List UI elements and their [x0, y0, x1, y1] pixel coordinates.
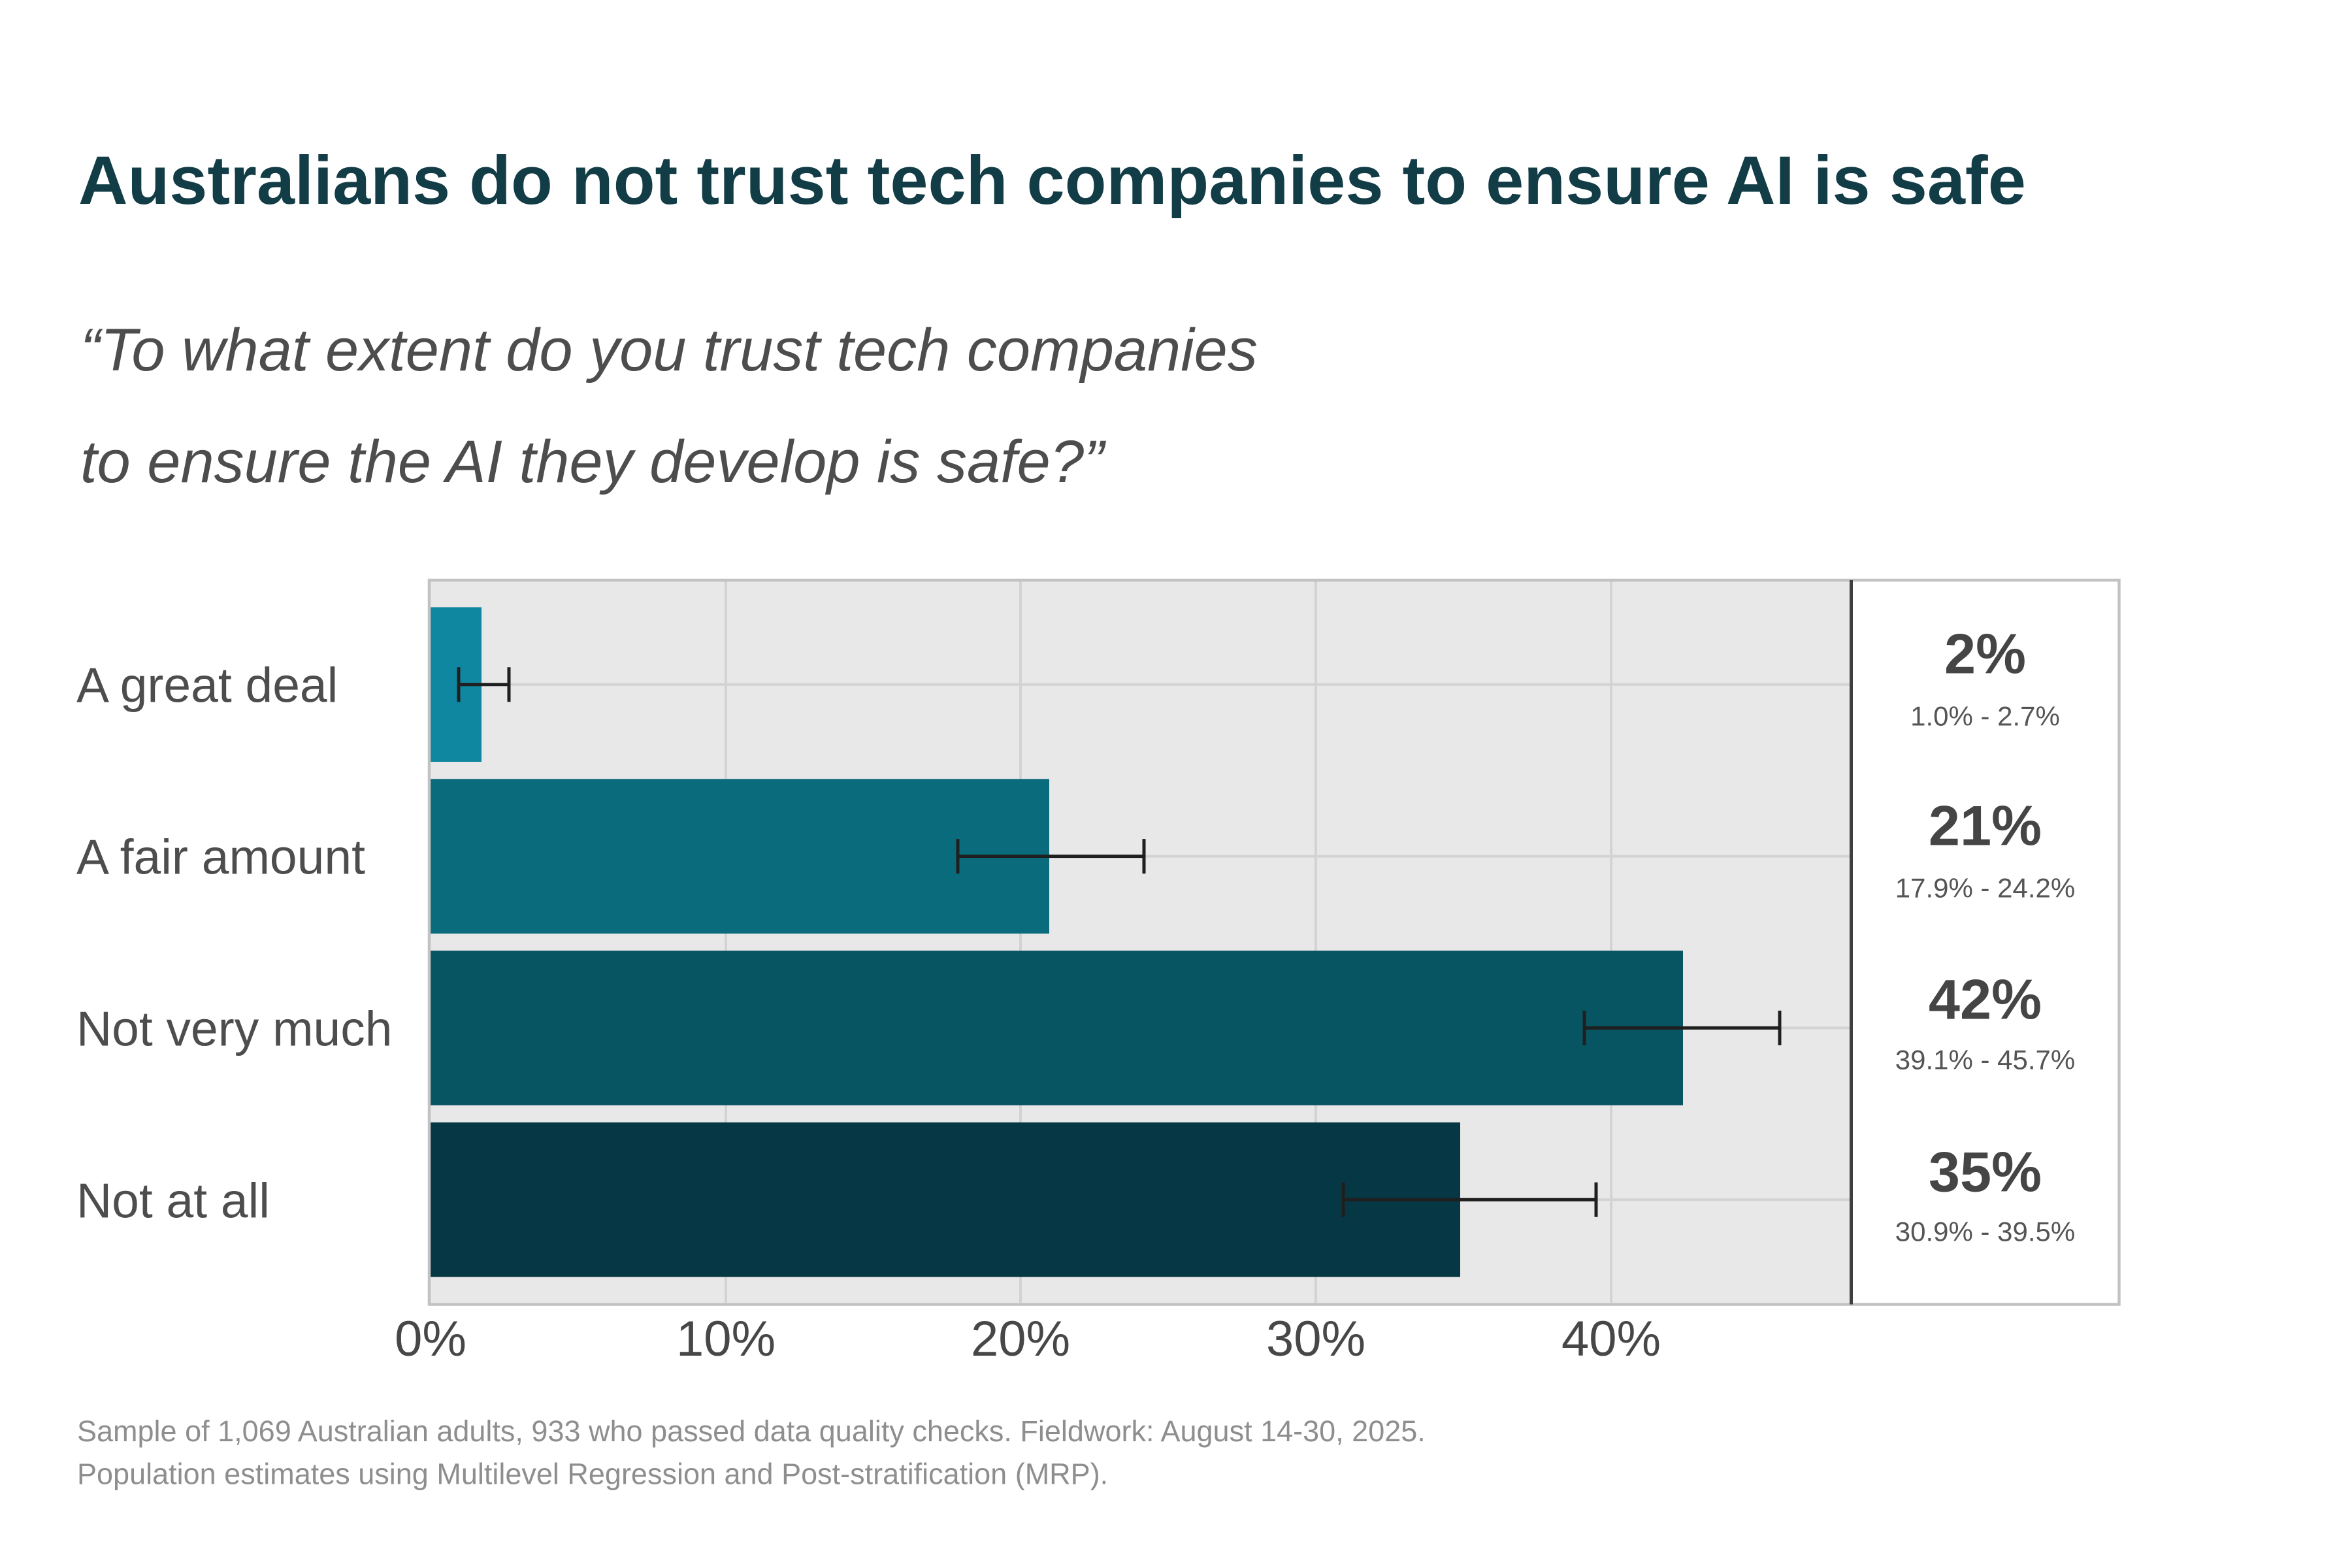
- svg-text:39.1% - 45.7%: 39.1% - 45.7%: [1895, 1044, 2076, 1075]
- svg-text:17.9% - 24.2%: 17.9% - 24.2%: [1895, 873, 2076, 904]
- svg-text:Sample of 1,069 Australian adu: Sample of 1,069 Australian adults, 933 w…: [77, 1414, 1426, 1448]
- svg-text:21%: 21%: [1929, 795, 2042, 858]
- svg-text:A great deal: A great deal: [76, 658, 338, 713]
- svg-text:42%: 42%: [1929, 968, 2042, 1031]
- svg-text:35%: 35%: [1929, 1141, 2042, 1203]
- svg-text:Not very much: Not very much: [76, 1001, 392, 1056]
- svg-text:40%: 40%: [1561, 1311, 1661, 1367]
- svg-text:30.9% - 39.5%: 30.9% - 39.5%: [1895, 1216, 2076, 1247]
- svg-text:Australians do not trust tech: Australians do not trust tech companies …: [78, 142, 2026, 219]
- svg-text:A fair amount: A fair amount: [76, 830, 365, 885]
- svg-text:2%: 2%: [1944, 623, 2026, 686]
- svg-text:10%: 10%: [676, 1311, 776, 1367]
- svg-text:30%: 30%: [1266, 1311, 1365, 1367]
- svg-text:“To what extent do you trust t: “To what extent do you trust tech compan…: [80, 317, 1258, 384]
- svg-text:0%: 0%: [395, 1311, 466, 1367]
- svg-text:1.0% - 2.7%: 1.0% - 2.7%: [1910, 701, 2060, 732]
- svg-text:20%: 20%: [971, 1311, 1070, 1367]
- svg-text:Population estimates using Mul: Population estimates using Multilevel Re…: [77, 1458, 1108, 1491]
- svg-text:to ensure the AI they develop: to ensure the AI they develop is safe?”: [80, 429, 1107, 495]
- svg-text:Not at all: Not at all: [76, 1173, 270, 1228]
